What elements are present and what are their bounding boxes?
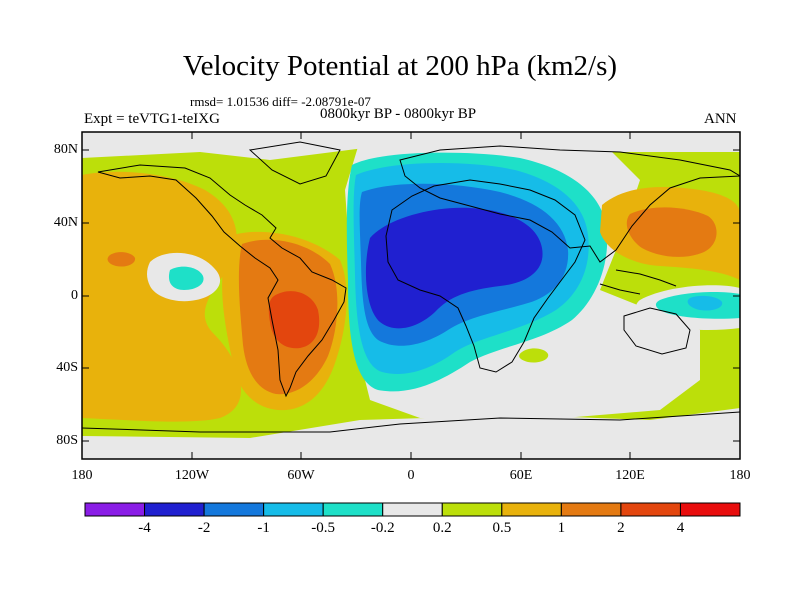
period-label: 0800kyr BP - 0800kyr BP: [320, 106, 477, 122]
coastline-australia: [623, 307, 691, 355]
lon-label-120w: 120W: [174, 468, 210, 483]
lat-label-80n: 80N: [53, 142, 78, 157]
colorbar-label: 2: [617, 520, 625, 536]
lat-label-40s: 40S: [56, 360, 78, 375]
lon-label-180w: 180: [71, 468, 93, 483]
season-label: ANN: [704, 111, 737, 127]
lat-label-80s: 80S: [56, 433, 78, 448]
coastline-americas: [97, 164, 347, 398]
lon-label-0: 0: [407, 468, 415, 483]
max-contour-1-pacific: [107, 252, 136, 267]
colorbar-label: -0.5: [311, 520, 336, 536]
small-positive-blob: [519, 348, 549, 363]
min-contour-0-2-pacific: [168, 266, 204, 290]
max-contour-2-sa: [268, 291, 320, 349]
colorbar-swatch-3: [263, 502, 324, 517]
max-contour-1-asia: [626, 207, 717, 257]
coastlines: [82, 141, 740, 433]
lon-label-180e: 180: [729, 468, 751, 483]
colorbar-label: -1: [257, 520, 270, 536]
coastline-eurasia: [399, 145, 740, 263]
colorbar-label: -4: [138, 520, 151, 536]
colorbar-swatch-10: [679, 502, 741, 517]
min-contour-0-5-west-pacific: [687, 295, 723, 311]
coastline-greenland: [248, 141, 341, 185]
colorbar-swatch-1: [144, 502, 205, 517]
contour-field: [82, 132, 740, 459]
min-contour-2: [365, 207, 543, 329]
axis-ticks: [81, 132, 741, 459]
antarctic-neutral-band: [82, 408, 740, 459]
colorbar: [84, 502, 741, 517]
colorbar-swatch-5: [382, 502, 443, 517]
colorbar-swatch-4: [322, 502, 384, 517]
coastline-maritime-continent: [599, 269, 677, 295]
lat-label-40n: 40N: [53, 215, 78, 230]
colorbar-label: -2: [197, 520, 211, 536]
lon-label-120e: 120E: [615, 468, 645, 483]
colorbar-label: 4: [676, 520, 685, 536]
lat-label-0: 0: [71, 288, 78, 303]
lon-label-60w: 60W: [287, 468, 315, 483]
coastline-antarctica: [82, 411, 740, 433]
stats-line: rmsd= 1.01536 diff= -2.08791e-07: [190, 94, 371, 109]
colorbar-label: 1: [557, 520, 566, 536]
experiment-label: Expt = teVTG1-teIXG: [84, 111, 220, 127]
lon-label-60e: 60E: [509, 468, 533, 483]
colorbar-swatch-0: [84, 502, 146, 517]
max-contour-0-5-pacific: [82, 171, 242, 422]
plot-title: Velocity Potential at 200 hPa (km2/s): [182, 50, 618, 82]
colorbar-label: 0.2: [432, 520, 452, 536]
colorbar-swatch-2: [203, 502, 265, 517]
colorbar-swatch-9: [620, 502, 681, 517]
coastline-africa: [385, 179, 586, 373]
colorbar-label: 0.5: [492, 520, 512, 536]
colorbar-swatch-7: [501, 502, 562, 517]
colorbar-label: -0.2: [370, 520, 395, 536]
colorbar-swatch-8: [560, 502, 622, 517]
colorbar-swatch-6: [441, 502, 503, 517]
